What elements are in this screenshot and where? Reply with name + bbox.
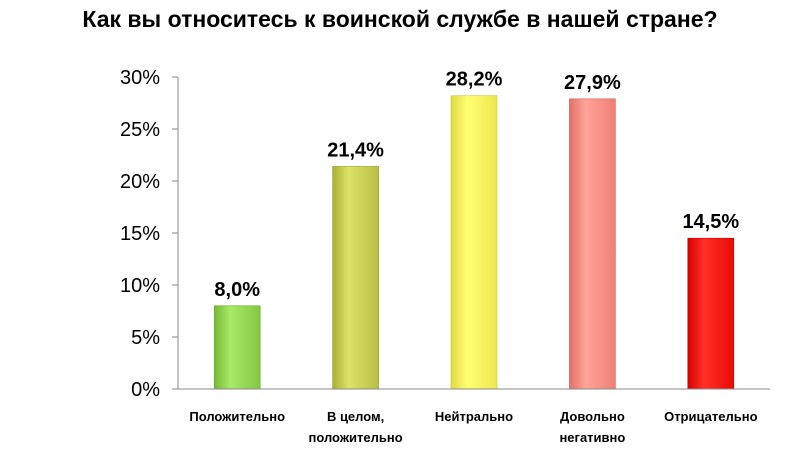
y-tick-label: 15% — [120, 223, 160, 245]
x-tick-label: Довольно негативно — [559, 409, 625, 445]
y-tick-label: 25% — [120, 119, 160, 141]
bar — [687, 237, 735, 390]
bar — [450, 95, 498, 390]
data-label: 14,5% — [682, 211, 739, 233]
y-tick-label: 0% — [131, 379, 160, 401]
y-tick-label: 20% — [120, 171, 160, 193]
bars — [213, 95, 735, 390]
x-tick-label: Нейтрально — [435, 409, 513, 424]
data-labels: 8,0% 21,4% 28,2% 27,9% 14,5% — [214, 69, 739, 301]
x-tick-label: Отрицательно — [664, 409, 757, 424]
y-tick-label: 30% — [120, 67, 160, 89]
y-tick-label: 10% — [120, 275, 160, 297]
x-tick-label: Положительно — [189, 409, 285, 424]
y-axis-ticks: 0% 5% 10% 15% 20% 25% 30% — [120, 67, 178, 401]
chart-title: Как вы относитесь к воинской службе в на… — [82, 6, 718, 32]
data-label: 27,9% — [564, 72, 621, 94]
data-label: 28,2% — [446, 69, 503, 91]
y-tick-label: 5% — [131, 327, 160, 349]
bar — [569, 98, 616, 390]
bar — [332, 166, 379, 390]
data-label: 21,4% — [327, 139, 384, 161]
data-label: 8,0% — [214, 279, 260, 301]
x-axis-labels: Положительно В целом, положительно Нейтраль… — [189, 409, 757, 445]
bar — [213, 305, 261, 390]
x-tick-label: В целом, положительно — [309, 409, 403, 445]
